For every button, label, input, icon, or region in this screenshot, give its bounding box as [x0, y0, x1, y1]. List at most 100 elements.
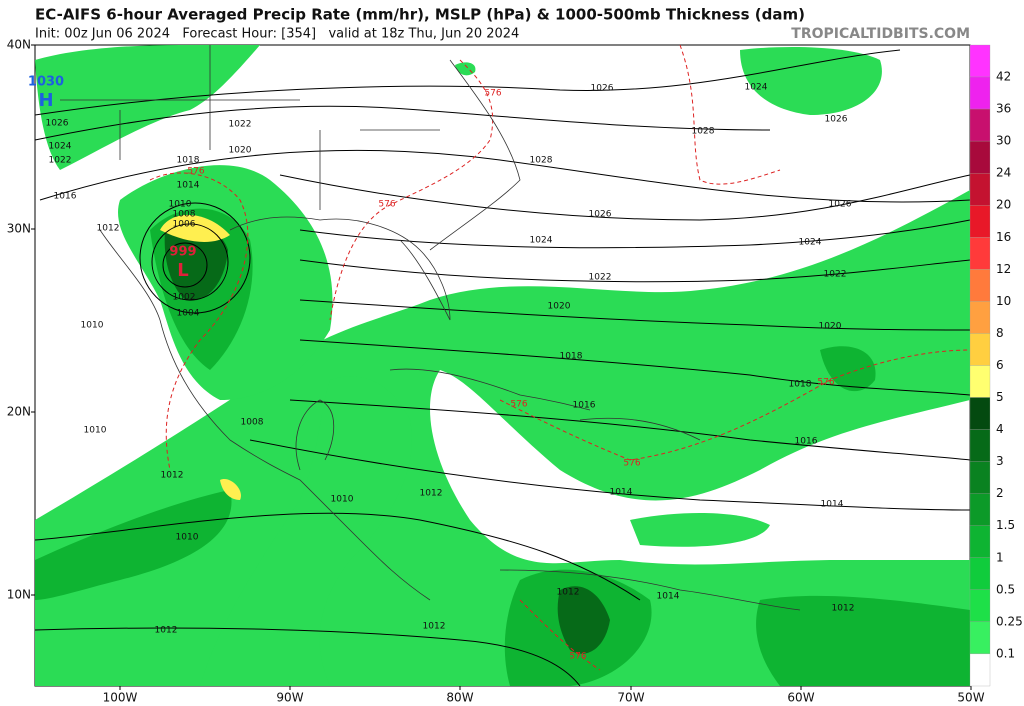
colorbar-label: 20: [996, 198, 1011, 212]
colorbar-swatch: [969, 172, 991, 206]
isobar-label: 1016: [54, 192, 77, 202]
center-value: 999: [169, 245, 196, 260]
isobar-label: 1024: [49, 142, 72, 152]
thickness-label: 576: [623, 459, 640, 469]
isobar-label: 1008: [241, 418, 264, 428]
isobar-label: 1028: [692, 127, 715, 137]
isobar-label: 1024: [530, 236, 553, 246]
colorbar-label: 30: [996, 134, 1011, 148]
isobar-label: 1016: [795, 437, 818, 447]
isobar-label: 1014: [610, 488, 633, 498]
colorbar-swatch: [969, 333, 991, 366]
isobar-label: 1018: [560, 352, 583, 362]
precip-yellow: [220, 479, 241, 500]
isobar-label: 1006: [173, 220, 196, 230]
lon-label: 100W: [103, 691, 138, 705]
isobar-label: 1004: [177, 309, 200, 319]
colorbar-swatch: [969, 493, 991, 526]
center-letter: L: [177, 260, 188, 281]
header: EC-AIFS 6-hour Averaged Precip Rate (mm/…: [35, 6, 970, 43]
coastlines: [60, 45, 801, 611]
isobar-label: 1014: [821, 500, 844, 510]
isobar-label: 1026: [825, 115, 848, 125]
credit: TROPICALTIDBITS.COM: [791, 26, 970, 42]
isobar-label: 1010: [176, 533, 199, 543]
thickness-label: 576: [187, 167, 204, 177]
isobar-label: 1008: [173, 210, 196, 220]
isobar-label: 1026: [589, 210, 612, 220]
lon-label: 80W: [446, 691, 473, 705]
colorbar-swatch: [969, 237, 991, 270]
colorbar-swatch: [969, 397, 991, 430]
colorbar-label: 0.1: [996, 646, 1015, 660]
isobars: [34, 49, 971, 687]
isobar-label: 1012: [420, 489, 443, 499]
isobar-label: 1010: [81, 321, 104, 331]
colorbar-label: 12: [996, 262, 1011, 276]
isobar-label: 1010: [84, 426, 107, 436]
isobar-label: 1028: [530, 156, 553, 166]
thickness-label: 576: [569, 652, 586, 662]
isobar-label: 1024: [799, 238, 822, 248]
isobar-label: 1026: [591, 84, 614, 94]
isobar-label: 1012: [423, 622, 446, 632]
colorbar-label: 0.5: [996, 582, 1015, 596]
colorbar-swatch: [969, 621, 991, 655]
lat-label: 20N: [7, 405, 31, 419]
map: [34, 44, 971, 687]
isobar-label: 1022: [824, 270, 847, 280]
isobar-label: 1026: [46, 119, 69, 129]
title: EC-AIFS 6-hour Averaged Precip Rate (mm/…: [35, 6, 805, 24]
colorbar-swatch: [969, 301, 991, 334]
isobar-label: 1022: [49, 156, 72, 166]
colorbar-swatch: [969, 525, 991, 558]
colorbar-label: 42: [996, 70, 1011, 84]
colorbar-swatch: [969, 76, 991, 110]
colorbar-label: 36: [996, 102, 1011, 116]
colorbar-swatch: [969, 365, 991, 398]
colorbar-label: 10: [996, 294, 1011, 308]
colorbar-label: 24: [996, 166, 1011, 180]
colorbar-label: 5: [996, 390, 1004, 404]
isobar-label: 1022: [589, 273, 612, 283]
isobar-label: 1012: [161, 471, 184, 481]
colorbar-swatch: [969, 557, 991, 590]
isobar-label: 1020: [229, 146, 252, 156]
isobar-label: 1010: [169, 200, 192, 210]
lon-label: 90W: [276, 691, 303, 705]
colorbar-swatch: [969, 140, 991, 174]
colorbar-swatch: [969, 205, 991, 238]
thickness-576: [149, 44, 971, 671]
isobar-label: 1016: [573, 401, 596, 411]
precip-yellow: [160, 214, 230, 242]
colorbar-label: 2: [996, 486, 1004, 500]
thickness-label: 576: [510, 400, 527, 410]
colorbar-swatch: [969, 108, 991, 142]
colorbar-swatch: [969, 653, 991, 687]
isobar-label: 1018: [789, 380, 812, 390]
lat-label: 10N: [7, 588, 31, 602]
thickness-label: 576: [817, 378, 834, 388]
lon-label: 50W: [957, 691, 984, 705]
isobar-label: 1020: [819, 322, 842, 332]
colorbar-label: 1.5: [996, 518, 1015, 532]
center-letter: H: [38, 90, 53, 111]
colorbar-swatch: [969, 44, 991, 78]
colorbar-swatch: [969, 429, 991, 462]
colorbar-label: 16: [996, 230, 1011, 244]
isobar-label: 1012: [155, 626, 178, 636]
colorbar-label: 4: [996, 422, 1004, 436]
isobar-label: 1020: [548, 302, 571, 312]
isobar-label: 1026: [829, 200, 852, 210]
lon-label: 70W: [617, 691, 644, 705]
isobar-label: 1014: [657, 592, 680, 602]
isobar-label: 1024: [745, 83, 768, 93]
colorbar-label: 6: [996, 358, 1004, 372]
isobar-label: 1014: [177, 181, 200, 191]
colorbar-label: 3: [996, 454, 1004, 468]
subtitle: Init: 00z Jun 06 2024 Forecast Hour: [35…: [35, 27, 519, 42]
colorbar-swatch: [969, 461, 991, 494]
colorbar-label: 0.25: [996, 614, 1023, 628]
